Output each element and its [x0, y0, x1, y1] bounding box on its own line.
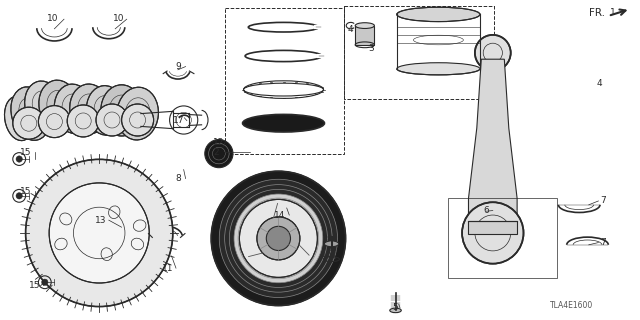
Text: 15: 15 [29, 281, 41, 290]
Polygon shape [468, 59, 517, 221]
Ellipse shape [25, 81, 62, 130]
Ellipse shape [243, 115, 324, 132]
Ellipse shape [390, 308, 401, 313]
Text: 3: 3 [369, 44, 374, 53]
Bar [355, 26, 374, 45]
Ellipse shape [39, 80, 79, 131]
Polygon shape [468, 221, 517, 234]
Bar [344, 6, 494, 99]
Text: 17: 17 [173, 116, 185, 125]
Circle shape [229, 189, 328, 287]
Text: 15: 15 [20, 148, 31, 156]
Ellipse shape [355, 23, 374, 28]
Circle shape [49, 183, 149, 283]
Circle shape [211, 171, 346, 306]
Text: 6: 6 [484, 206, 489, 215]
Ellipse shape [54, 84, 93, 133]
Text: 2: 2 [214, 148, 219, 156]
Text: 11: 11 [162, 264, 173, 273]
Circle shape [13, 107, 45, 139]
Ellipse shape [116, 87, 159, 140]
Text: 5: 5 [393, 303, 398, 312]
Ellipse shape [70, 84, 109, 133]
Text: 4: 4 [597, 79, 602, 88]
Ellipse shape [86, 86, 125, 135]
Circle shape [462, 202, 524, 264]
Text: 15: 15 [20, 187, 31, 196]
Circle shape [67, 105, 99, 137]
Ellipse shape [397, 63, 480, 75]
Text: 16: 16 [321, 250, 332, 259]
Text: 10: 10 [113, 14, 124, 23]
Ellipse shape [397, 7, 480, 22]
Text: 4: 4 [348, 25, 353, 34]
Circle shape [26, 159, 173, 307]
Bar [225, 8, 344, 154]
Text: TLA4E1600: TLA4E1600 [550, 301, 593, 310]
Text: 9: 9 [175, 62, 180, 71]
Text: 12: 12 [213, 138, 225, 147]
Text: 8: 8 [175, 174, 180, 183]
Ellipse shape [4, 96, 34, 140]
Circle shape [122, 104, 154, 136]
Circle shape [220, 179, 337, 298]
Text: 1: 1 [611, 8, 616, 17]
Ellipse shape [11, 87, 51, 140]
Text: 13: 13 [95, 216, 107, 225]
Circle shape [38, 106, 70, 138]
Ellipse shape [324, 241, 339, 247]
Text: 7: 7 [601, 196, 606, 205]
Circle shape [225, 185, 332, 292]
Text: 14: 14 [274, 211, 285, 220]
Bar [448, 198, 557, 278]
Circle shape [16, 193, 22, 199]
Circle shape [205, 140, 233, 168]
Circle shape [239, 199, 317, 277]
Ellipse shape [101, 85, 143, 136]
Circle shape [96, 104, 128, 136]
Text: FR.: FR. [589, 8, 605, 19]
Circle shape [234, 194, 323, 283]
Text: 7: 7 [601, 238, 606, 247]
Circle shape [257, 217, 300, 260]
Circle shape [238, 198, 319, 279]
Circle shape [266, 226, 291, 251]
Circle shape [475, 35, 511, 71]
Circle shape [42, 279, 48, 285]
Circle shape [16, 156, 22, 162]
Text: 10: 10 [47, 14, 59, 23]
